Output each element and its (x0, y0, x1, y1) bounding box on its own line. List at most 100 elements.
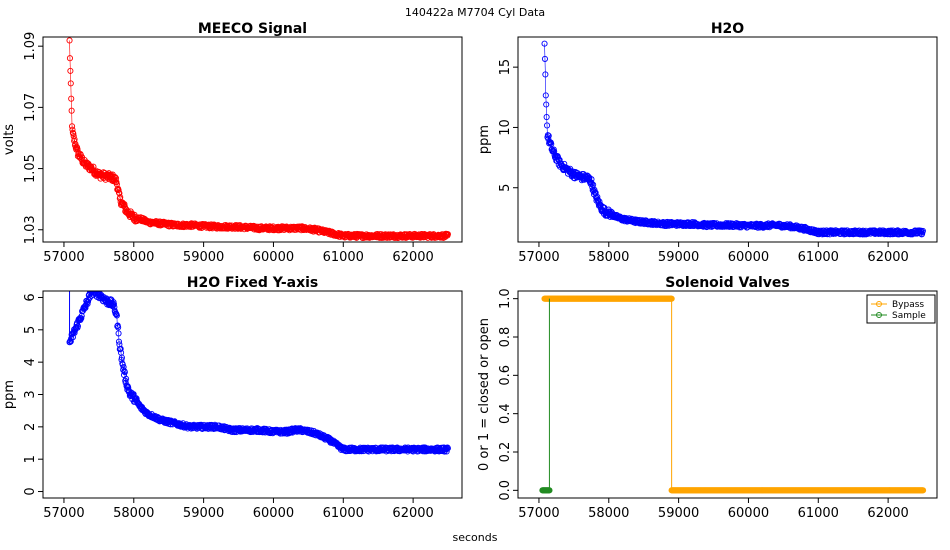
meeco-x-tick-label: 57000 (43, 250, 84, 265)
solenoid-axes-frame (517, 290, 938, 499)
solenoid-point-bypass (919, 487, 927, 494)
panel-h2o: H2O ppm 57000 58000 59000 60000 61000 62000 5 10 1… (477, 21, 938, 265)
h2o-y-tick-label: 5 (498, 184, 513, 192)
meeco-data-point (69, 123, 76, 130)
h2o-data-point (544, 122, 551, 129)
h2o-fixed-data-point (443, 448, 450, 455)
meeco-y-tick-label: 1.07 (23, 93, 38, 122)
meeco-data-point (68, 95, 75, 102)
solenoid-y-tick-label: 0.4 (498, 403, 513, 424)
solenoid-title: Solenoid Valves (665, 275, 790, 291)
solenoid-series-sample-line (542, 298, 550, 491)
solenoid-point-sample (546, 487, 553, 494)
legend-label-sample: Sample (892, 311, 926, 321)
legend-marker-sample (876, 312, 882, 318)
h2o-x-tick-label: 61000 (798, 250, 839, 265)
h2o-fixed-y-tick-label: 2 (23, 423, 38, 431)
meeco-data-point (115, 187, 122, 194)
meeco-y-tick-label: 1.05 (23, 154, 38, 183)
h2o-fixed-y-tick-label: 1 (23, 455, 38, 463)
solenoid-x-tick-label: 62000 (867, 506, 908, 521)
h2o-data-point (543, 114, 550, 121)
panel-solenoid-valves: Solenoid Valves 0 or 1 = closed or open By… (477, 275, 938, 521)
h2o-title: H2O (711, 21, 744, 37)
h2o-data-point (919, 227, 926, 234)
meeco-data-point (67, 80, 74, 87)
h2o-data-point (541, 55, 549, 62)
h2o-data-point (599, 203, 606, 210)
meeco-data-point (69, 126, 76, 133)
h2o-data-point (588, 176, 595, 183)
h2o-fixed-x-tick-label: 62000 (392, 506, 433, 521)
meeco-y-tick-label: 1.03 (23, 215, 38, 244)
meeco-data-point (444, 231, 451, 238)
h2o-data-point (918, 227, 925, 234)
meeco-data-point (67, 67, 74, 74)
h2o-fixed-ylabel: ppm (2, 380, 17, 409)
meeco-plot-area (66, 37, 451, 241)
h2o-fixed-data-point (110, 301, 118, 308)
h2o-axes-frame (517, 36, 938, 243)
meeco-y-tick-label: 1.09 (23, 32, 38, 61)
h2o-fixed-data-point (118, 354, 125, 361)
h2o-fixed-data-point (115, 338, 123, 345)
h2o-data-point (596, 198, 603, 205)
meeco-axes-frame (42, 36, 463, 243)
h2o-fixed-data-point (74, 323, 81, 330)
h2o-fixed-data-point (90, 291, 95, 292)
meeco-data-point (112, 175, 120, 182)
h2o-fixed-data-point (444, 445, 451, 452)
h2o-fixed-x-tick-label: 57000 (43, 506, 84, 521)
h2o-data-point (541, 40, 548, 47)
meeco-title: MEECO Signal (198, 21, 307, 37)
h2o-fixed-data-point (78, 315, 85, 322)
h2o-data-point (592, 189, 599, 196)
panel-h2o-fixed-y-axis: H2O Fixed Y-axis ppm 57000 58000 59000 60000 6… (2, 275, 463, 521)
solenoid-y-tick-label: 0.6 (498, 365, 513, 386)
h2o-data-point (545, 132, 552, 139)
h2o-fixed-axes-frame (42, 290, 463, 499)
h2o-x-tick-label: 58000 (588, 250, 629, 265)
solenoid-x-tick-label: 61000 (798, 506, 839, 521)
h2o-fixed-data-point (115, 324, 122, 331)
h2o-fixed-data-point (94, 291, 101, 294)
h2o-data-point (542, 71, 549, 78)
meeco-data-point (70, 130, 77, 137)
h2o-data-point (544, 132, 551, 139)
solenoid-y-tick-label: 0.0 (498, 480, 513, 501)
solenoid-y-tick-label: 0.2 (498, 442, 513, 463)
h2o-y-tick-label: 10 (498, 119, 513, 136)
meeco-x-tick-label: 58000 (113, 250, 154, 265)
h2o-fixed-y-tick-label: 0 (23, 487, 38, 495)
h2o-data-point (543, 101, 550, 108)
h2o-data-point (588, 180, 595, 187)
h2o-x-tick-label: 60000 (728, 250, 769, 265)
h2o-fixed-x-tick-label: 61000 (323, 506, 364, 521)
meeco-ylabel: volts (2, 124, 17, 155)
h2o-fixed-data-point (115, 330, 122, 337)
h2o-data-point (591, 186, 598, 193)
solenoid-x-tick-label: 57000 (518, 506, 559, 521)
meeco-data-point (68, 107, 75, 114)
h2o-fixed-data-point (84, 300, 91, 308)
legend-label-bypass: Bypass (892, 300, 924, 310)
meeco-data-point (72, 140, 79, 147)
legend-box (866, 294, 936, 324)
meeco-data-point (71, 136, 78, 143)
h2o-fixed-x-tick-label: 58000 (113, 506, 154, 521)
meeco-x-tick-label: 59000 (183, 250, 224, 265)
solenoid-point-bypass (668, 295, 675, 302)
meeco-data-point (66, 37, 73, 44)
h2o-fixed-y-tick-label: 3 (23, 390, 38, 398)
h2o-fixed-plot-area (66, 291, 451, 455)
h2o-fixed-y-tick-label: 5 (23, 326, 38, 334)
solenoid-x-tick-label: 60000 (728, 506, 769, 521)
h2o-fixed-x-tick-label: 60000 (253, 506, 294, 521)
h2o-y-tick-label: 15 (498, 59, 513, 76)
h2o-fixed-data-point (113, 312, 120, 319)
solenoid-x-tick-label: 59000 (658, 506, 699, 521)
h2o-fixed-title: H2O Fixed Y-axis (187, 275, 319, 291)
h2o-fixed-data-point (117, 345, 124, 352)
h2o-fixed-y-tick-label: 6 (23, 293, 38, 301)
